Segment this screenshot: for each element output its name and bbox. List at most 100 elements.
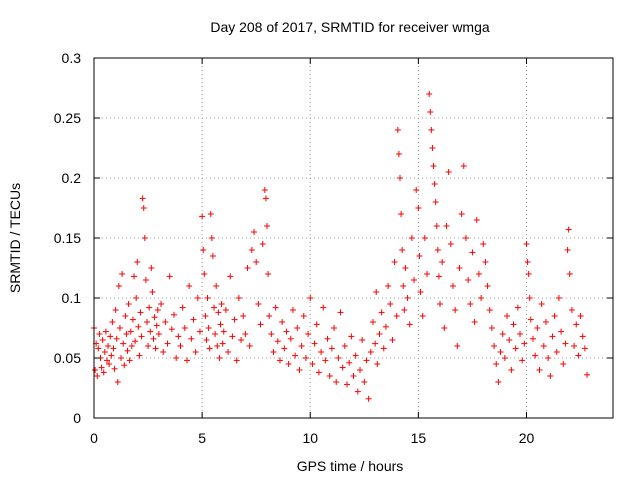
data-point [437,301,443,307]
data-point [264,223,270,229]
data-point [497,349,504,355]
data-point [133,295,140,301]
data-point [190,316,197,323]
data-point [142,277,149,283]
data-point [235,295,242,301]
data-point [427,109,434,115]
data-point [484,283,491,289]
data-point [495,379,502,385]
data-point [140,205,147,211]
data-point [525,271,532,277]
data-point [107,333,114,340]
data-point [540,343,547,349]
data-point [214,343,221,349]
data-point [255,301,262,307]
y-tick-label: 0.2 [62,170,82,186]
data-point [395,151,402,157]
data-point [385,283,392,289]
y-tick-label: 0 [73,410,81,426]
data-point [95,345,102,352]
data-point [573,321,580,328]
data-point [207,211,214,217]
data-point [121,362,128,369]
data-point [152,345,159,352]
data-point [270,349,277,355]
data-point [137,309,144,316]
data-point [551,313,558,319]
data-point [542,319,549,325]
y-tick-label: 0.05 [54,350,81,366]
data-point [532,352,539,359]
data-point [428,127,435,133]
data-point [289,307,296,313]
data-point [406,321,413,328]
data-point [139,195,146,202]
data-point [365,395,372,402]
data-point [311,340,318,347]
data-point [389,337,396,343]
data-point [112,307,119,313]
x-tick-label: 20 [519,430,535,446]
data-point [217,321,224,328]
data-point [373,289,380,295]
data-point [400,283,407,289]
data-point [553,349,560,355]
data-point [261,187,268,193]
data-point [307,295,314,301]
data-point [259,241,266,247]
data-point [433,223,440,229]
data-point [225,349,232,355]
y-tick-label: 0.3 [62,50,82,66]
data-point [417,289,424,295]
data-point [122,313,129,319]
data-point [346,359,353,366]
data-point [103,357,110,364]
data-point [581,345,588,352]
data-point [526,295,533,301]
data-point [110,345,117,352]
data-point [571,343,578,349]
data-point [181,325,188,331]
data-point [341,343,348,349]
data-point [475,271,482,277]
data-point [205,325,212,331]
data-point [413,187,420,193]
x-tick-label: 0 [90,430,98,446]
data-point [514,304,521,311]
data-point [265,271,272,277]
data-point [177,343,184,349]
data-point [155,331,162,337]
data-point [285,361,292,367]
data-point [429,145,436,151]
data-point [188,335,195,342]
data-point [447,241,454,247]
data-point [92,367,99,373]
data-point [203,337,210,343]
data-point [359,337,366,343]
data-point [529,335,536,342]
data-point [441,325,448,331]
data-point [328,345,335,352]
data-point [238,337,245,343]
data-point [173,355,180,361]
data-point [129,316,136,323]
data-point [216,355,223,361]
data-point [324,335,331,342]
data-point [186,283,193,289]
y-tick-label: 0.1 [62,290,82,306]
data-point [98,364,105,371]
data-point [488,325,495,331]
data-point [201,271,208,277]
chart-title: Day 208 of 2017, SRMTID for receiver wmg… [210,19,490,35]
data-point [134,259,141,265]
data-point [302,355,309,361]
data-point [242,331,249,337]
data-point [108,352,115,359]
data-point [202,313,209,319]
data-point [120,340,127,347]
data-point [335,355,342,361]
data-point [145,343,152,349]
data-point [138,333,145,340]
data-point [482,259,489,265]
data-point [100,369,107,376]
